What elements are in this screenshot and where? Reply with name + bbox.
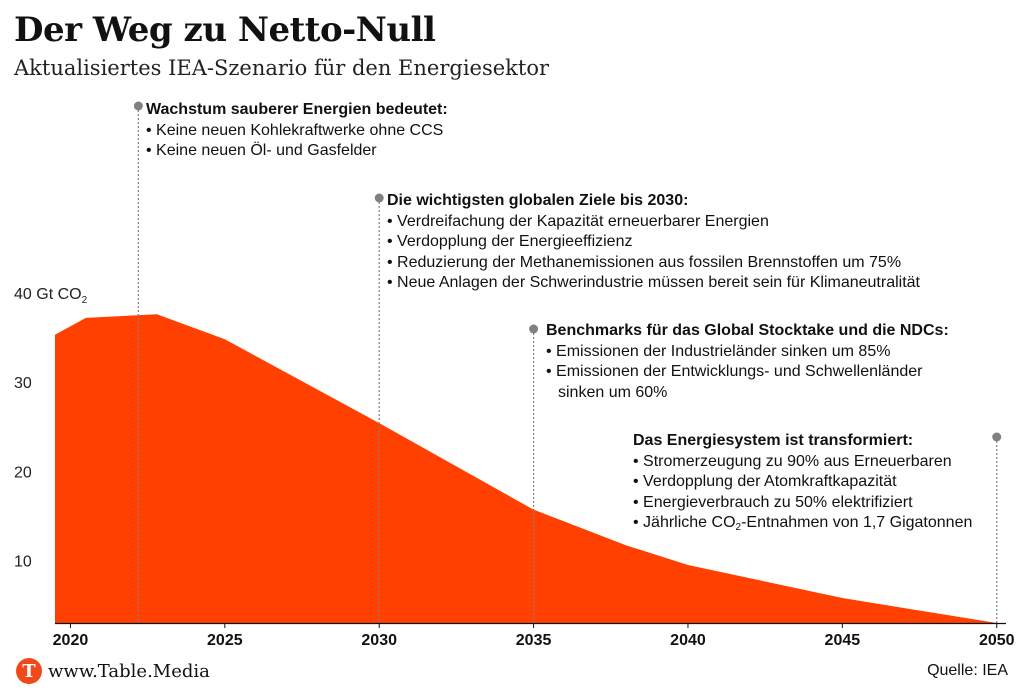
annotation-item: • Emissionen der Entwicklungs- und Schwe…: [546, 363, 923, 380]
y-tick-label: 40 Gt CO2: [14, 286, 88, 306]
annotation-item: • Reduzierung der Methanemissionen aus f…: [387, 253, 902, 271]
annotation-marker-dot: [529, 324, 539, 334]
annotation-heading: Benchmarks für das Global Stocktake und …: [546, 322, 949, 339]
annotation-item: • Keine neuen Öl- und Gasfelder: [146, 142, 377, 159]
annotation-marker-dot: [133, 101, 143, 111]
chart-subtitle: Aktualisiertes IEA-Szenario für den Ener…: [14, 56, 550, 80]
annotation-heading: Wachstum sauberer Energien bedeutet:: [146, 101, 448, 118]
annotation-item: • Verdopplung der Atomkraftkapazität: [633, 473, 897, 490]
y-tick-label: 30: [14, 375, 32, 392]
chart-title: Der Weg zu Netto-Null: [14, 10, 436, 50]
annotation-clean-energy: Wachstum sauberer Energien bedeutet: • K…: [146, 100, 448, 162]
x-tick-label: 2050: [979, 632, 1015, 649]
annotation-transformed-2050: Das Energiesystem ist transformiert: • S…: [633, 431, 972, 534]
annotation-goals-2030: Die wichtigsten globalen Ziele bis 2030:…: [387, 191, 920, 294]
y-tick-label: 20: [14, 464, 32, 481]
annotation-item: • Emissionen der Industrieländer sinken …: [546, 342, 891, 360]
annotation-marker-dot: [374, 193, 384, 203]
source-note: Quelle: IEA: [927, 662, 1008, 679]
table-media-logo[interactable]: T www.Table.Media: [16, 658, 210, 684]
annotation-item-co2: • Jährliche CO2-Entnahmen von 1,7 Gigato…: [633, 514, 973, 533]
x-tick-label: 2045: [825, 632, 861, 649]
annotation-item: • Verdopplung der Energieeffizienz: [387, 233, 633, 250]
annotation-item: • Stromerzeugung zu 90% aus Erneuerbaren: [633, 452, 952, 470]
y-tick-label: 10: [14, 554, 32, 571]
annotation-item: • Keine neuen Kohlekraftwerke ohne CCS: [146, 121, 444, 139]
annotation-item: • Neue Anlagen der Schwerindustrie müsse…: [387, 274, 920, 291]
x-tick-label: 2020: [53, 632, 89, 649]
annotation-heading: Die wichtigsten globalen Ziele bis 2030:: [387, 192, 689, 209]
annotation-item: • Verdreifachung der Kapazität erneuerba…: [387, 212, 769, 230]
x-tick-label: 2030: [361, 632, 397, 649]
annotation-heading: Das Energiesystem ist transformiert:: [633, 432, 914, 449]
x-tick-label: 2035: [516, 632, 552, 649]
x-tick-label: 2040: [670, 632, 706, 649]
x-tick-label: 2025: [207, 632, 243, 649]
site-link[interactable]: www.Table.Media: [48, 660, 210, 682]
annotation-item: sinken um 60%: [558, 383, 668, 401]
emissions-area: [55, 314, 997, 623]
annotation-benchmarks-2035: Benchmarks für das Global Stocktake und …: [546, 321, 949, 403]
logo-t-icon: T: [16, 658, 42, 684]
annotation-marker-dot: [992, 432, 1002, 442]
annotation-item: • Energieverbrauch zu 50% elektrifiziert: [633, 493, 913, 511]
